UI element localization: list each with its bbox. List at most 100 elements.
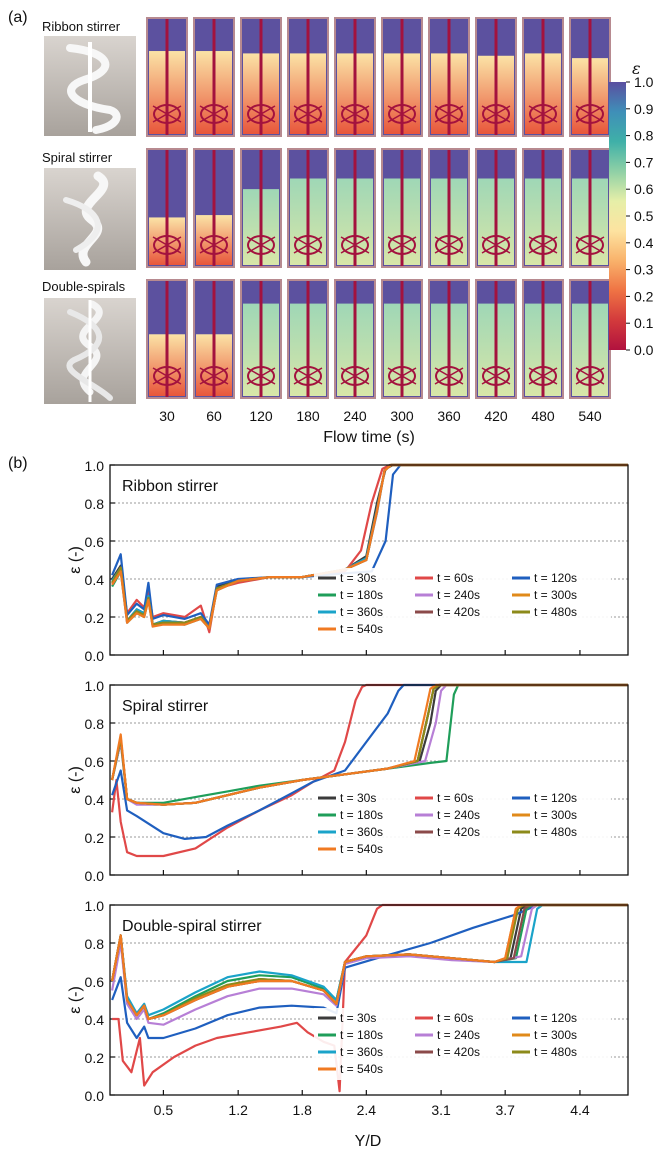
contour-grid — [146, 17, 611, 399]
panel-a-label: (a) — [8, 9, 28, 26]
contour-cell — [146, 17, 188, 137]
flow-time-tick: 540 — [578, 408, 602, 424]
panel-title: Double-spiral stirrer — [122, 918, 262, 935]
y-tick-label: 0.8 — [85, 716, 105, 732]
contour-cell — [146, 148, 188, 268]
y-tick-label: 0.8 — [85, 936, 105, 952]
contour-cell — [428, 279, 470, 399]
contour-cell — [569, 17, 611, 137]
series-line — [111, 903, 628, 1021]
series-line — [112, 903, 628, 1093]
legend-entry: t = 120s — [534, 1011, 577, 1025]
x-tick-label: 0.5 — [154, 1102, 174, 1118]
row-label-ribbon: Ribbon stirrer — [42, 19, 121, 34]
contour-cell — [381, 17, 423, 137]
flow-time-tick: 480 — [531, 408, 555, 424]
legend-entry: t = 360s — [340, 825, 383, 839]
colorbar-tick-label: 0.8 — [634, 128, 654, 144]
panel-b-label: (b) — [8, 455, 28, 472]
y-tick-label: 0.2 — [85, 610, 105, 626]
legend-entry: t = 480s — [534, 825, 577, 839]
legend-entry: t = 180s — [340, 588, 383, 602]
contour-cell — [334, 148, 376, 268]
line-charts: 0.0 0.2 0.4 0.6 0.8 1.0 ε (-) Ribbon stirrer t =… — [67, 458, 629, 1118]
flow-time-labels: 30 60 120 180 240 300 360 420 480 540 — [159, 408, 602, 424]
row-label-double: Double-spirals — [42, 279, 126, 294]
legend-entry: t = 540s — [340, 842, 383, 856]
legend-entry: t = 30s — [340, 571, 376, 585]
colorbar-tick-label: 0.1 — [634, 315, 654, 331]
legend-entry: t = 60s — [437, 791, 473, 805]
line-chart-panel: 0.0 0.2 0.4 0.6 0.8 1.0 ε (-) Ribbon stirrer t =… — [67, 458, 629, 664]
colorbar-tick-label: 0.4 — [634, 235, 654, 251]
y-axis-label: ε (-) — [67, 766, 84, 794]
colorbar-tick-label: 0.6 — [634, 181, 654, 197]
series-line — [111, 903, 628, 1040]
flow-time-tick: 420 — [484, 408, 508, 424]
colorbar-ticks: 1.0 0.9 0.8 0.7 0.6 0.5 0.4 0.3 0.2 0.1 0.0 — [626, 74, 654, 358]
contour-cell — [240, 279, 282, 399]
colorbar-tick-label: 0.5 — [634, 208, 654, 224]
y-tick-label: 1.0 — [85, 458, 105, 474]
photo-spiral-stirrer — [44, 168, 136, 270]
contour-cell — [569, 279, 611, 399]
legend-entry: t = 360s — [340, 1045, 383, 1059]
contour-cell — [193, 279, 235, 399]
x-tick-label: 3.7 — [495, 1102, 515, 1118]
series-line — [111, 683, 628, 840]
flow-time-tick: 30 — [159, 408, 175, 424]
contour-cell — [522, 17, 564, 137]
contour-cell — [428, 17, 470, 137]
legend-entry: t = 420s — [437, 1045, 480, 1059]
legend-entry: t = 240s — [437, 1028, 480, 1042]
flow-time-tick: 180 — [296, 408, 320, 424]
legend-entry: t = 540s — [340, 1062, 383, 1076]
contour-cell — [569, 148, 611, 268]
series-line — [111, 903, 628, 1017]
y-tick-label: 0.0 — [85, 648, 105, 664]
y-tick-label: 0.6 — [85, 534, 105, 550]
contour-cell — [381, 279, 423, 399]
contour-cell — [475, 17, 517, 137]
legend: t = 30s t = 60s t = 120s t = 180s t = 240s t … — [314, 1008, 611, 1080]
legend-entry: t = 480s — [534, 1045, 577, 1059]
series-line — [111, 683, 628, 806]
flow-time-tick: 360 — [437, 408, 461, 424]
y-tick-label: 0.2 — [85, 830, 105, 846]
x-tick-label: 4.4 — [570, 1102, 590, 1118]
colorbar-tick-label: 0.7 — [634, 154, 654, 170]
series-line — [111, 463, 628, 630]
legend-entry: t = 30s — [340, 791, 376, 805]
x-axis-label-yd: Y/D — [355, 1133, 382, 1150]
colorbar-tick-label: 1.0 — [634, 74, 654, 90]
legend-entry: t = 300s — [534, 588, 577, 602]
legend-entry: t = 240s — [437, 808, 480, 822]
legend-entry: t = 60s — [437, 1011, 473, 1025]
y-axis-label: ε (-) — [67, 546, 84, 574]
colorbar-tick-label: 0.0 — [634, 342, 654, 358]
x-tick-label: 3.1 — [431, 1102, 451, 1118]
legend-entry: t = 120s — [534, 791, 577, 805]
plot-frame — [109, 464, 629, 656]
photo-ribbon-stirrer — [44, 36, 136, 136]
legend-entry: t = 180s — [340, 808, 383, 822]
legend-entry: t = 240s — [437, 588, 480, 602]
contour-cell — [475, 279, 517, 399]
contour-cell — [287, 279, 329, 399]
contour-cell — [146, 279, 188, 399]
colorbar-tick-label: 0.3 — [634, 262, 654, 278]
legend: t = 30s t = 60s t = 120s t = 180s t = 240s t … — [314, 568, 611, 640]
legend-entry: t = 420s — [437, 605, 480, 619]
legend-entry: t = 30s — [340, 1011, 376, 1025]
x-tick-label: 2.4 — [357, 1102, 377, 1118]
y-axis-label: ε (-) — [67, 986, 84, 1014]
flow-time-axis-label: Flow time (s) — [323, 429, 415, 446]
y-tick-label: 1.0 — [85, 898, 105, 914]
contour-cell — [428, 148, 470, 268]
x-tick-label: 1.2 — [228, 1102, 248, 1118]
contour-cell — [334, 279, 376, 399]
contour-cell — [193, 17, 235, 137]
y-tick-label: 1.0 — [85, 678, 105, 694]
y-tick-label: 0.0 — [85, 868, 105, 884]
legend-entry: t = 480s — [534, 605, 577, 619]
